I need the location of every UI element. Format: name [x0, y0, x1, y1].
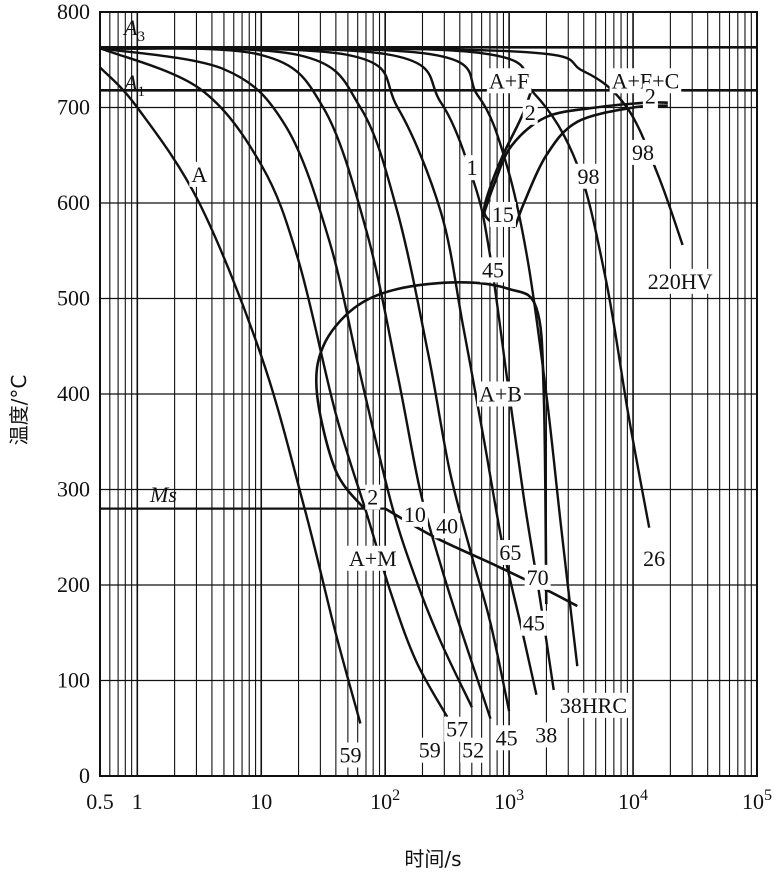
cooling-curve-38	[100, 46, 555, 691]
x-tick-label: 10	[250, 789, 272, 814]
grid-lines	[100, 12, 757, 776]
x-tick-label: 1	[132, 789, 143, 814]
a1-label: A1	[122, 70, 145, 100]
curve-label-bg	[520, 610, 547, 636]
cooling-curve-45a	[100, 47, 511, 712]
curve-label: 45	[482, 257, 504, 282]
curve-label: 52	[462, 738, 484, 763]
y-tick-label: 500	[57, 286, 90, 311]
curve-label: 98	[632, 140, 654, 165]
region-label-bg	[486, 68, 532, 94]
critical-line-labels: A3 A1 Ms	[122, 15, 177, 507]
x-tick-label: 104	[618, 787, 648, 814]
region-label: A+F	[489, 68, 530, 93]
x-axis-title: 时间/s	[404, 847, 461, 871]
curve-label-bg	[533, 722, 560, 748]
curve-label: 38HRC	[560, 693, 627, 718]
curve-label: 220HV	[648, 269, 713, 294]
curve-label-bg	[629, 139, 656, 165]
y-axis-title: 温度/°C	[7, 375, 31, 446]
cooling-curves	[99, 46, 684, 724]
y-tick-label: 0	[79, 763, 90, 788]
transformation-curves	[314, 89, 668, 608]
region-label: A+M	[349, 546, 397, 571]
region-label: A+B	[479, 382, 522, 407]
curve-label-bg	[434, 513, 461, 539]
curve-label-bg	[416, 737, 443, 763]
y-tick-label: 200	[57, 572, 90, 597]
pearlite-start-curve	[514, 104, 668, 228]
y-axis-ticks: 0 100 200 300 400 500 600 700 800	[57, 0, 90, 788]
cooling-curve-26	[100, 46, 651, 528]
curve-label: 57	[446, 717, 468, 742]
ms-curve-curve	[384, 507, 578, 608]
curve-label-bg	[493, 725, 520, 751]
curve-label: 1	[466, 155, 477, 180]
curve-label: 70	[527, 565, 549, 590]
curve-label: 59	[339, 742, 361, 767]
y-tick-label: 800	[57, 0, 90, 24]
x-tick-label: 105	[742, 787, 772, 814]
x-tick-label: 102	[370, 787, 400, 814]
curve-label-bg	[524, 564, 551, 590]
curve-label: 38	[535, 722, 557, 747]
x-tick-label: 103	[494, 787, 524, 814]
cooling-curve-59b	[99, 47, 449, 718]
curve-label-bg	[401, 501, 428, 527]
curve-label: 59	[419, 738, 441, 763]
region-label: A	[191, 162, 207, 187]
curve-label-bg	[641, 545, 668, 571]
curve-label: 10	[404, 502, 426, 527]
curve-label-bg	[522, 99, 538, 125]
curve-label: 65	[499, 540, 521, 565]
ms-label: Ms	[149, 482, 177, 507]
curve-label: 15	[492, 202, 514, 227]
curve-label-bg	[464, 155, 480, 181]
x-tick-label: 0.5	[86, 789, 114, 814]
curve-label-bg	[365, 484, 381, 510]
a3-label: A3	[122, 15, 145, 45]
curve-label-bg	[444, 716, 471, 742]
region-label-bg	[346, 545, 399, 571]
curve-label-bg	[645, 268, 715, 294]
cooling-curve-57	[99, 47, 473, 708]
curve-label: 40	[436, 513, 458, 538]
phase-region-labels: AA+F A+F+CA+BA+M	[189, 68, 682, 571]
curve-label: 98	[577, 164, 599, 189]
curve-label: 2	[367, 485, 378, 510]
cooling-curve-220HV	[100, 47, 684, 246]
plot-frame	[99, 11, 758, 777]
y-tick-label: 700	[57, 95, 90, 120]
curve-label-bg	[489, 201, 516, 227]
cooling-curve-45b	[100, 47, 538, 696]
curve-label-bg	[337, 742, 364, 768]
y-tick-label: 100	[57, 668, 90, 693]
cooling-curve-59a	[99, 66, 362, 724]
curve-label: 45	[496, 725, 518, 750]
x-axis-ticks: 0.5 1 10 102 103 104 105	[86, 787, 772, 814]
y-tick-label: 300	[57, 477, 90, 502]
curve-label-bg	[460, 737, 487, 763]
region-label-bg	[189, 161, 210, 187]
curve-label: 45	[523, 611, 545, 636]
curve-label: 26	[643, 546, 665, 571]
plot-border	[99, 11, 758, 777]
curve-label-bg	[642, 83, 658, 109]
bainite-envelope-curve	[314, 280, 548, 605]
region-label-bg	[476, 381, 524, 407]
curve-label: 2	[525, 100, 536, 125]
curve-label: 2	[645, 84, 656, 109]
curve-label-bg	[480, 257, 507, 283]
curve-label-bg	[557, 692, 630, 718]
cooling-curve-38HRC	[100, 46, 579, 667]
cooling-curve-52	[100, 47, 492, 720]
y-tick-label: 400	[57, 381, 90, 406]
curve-label-bg	[497, 540, 524, 566]
curve-label-bg	[575, 163, 602, 189]
y-tick-label: 600	[57, 190, 90, 215]
